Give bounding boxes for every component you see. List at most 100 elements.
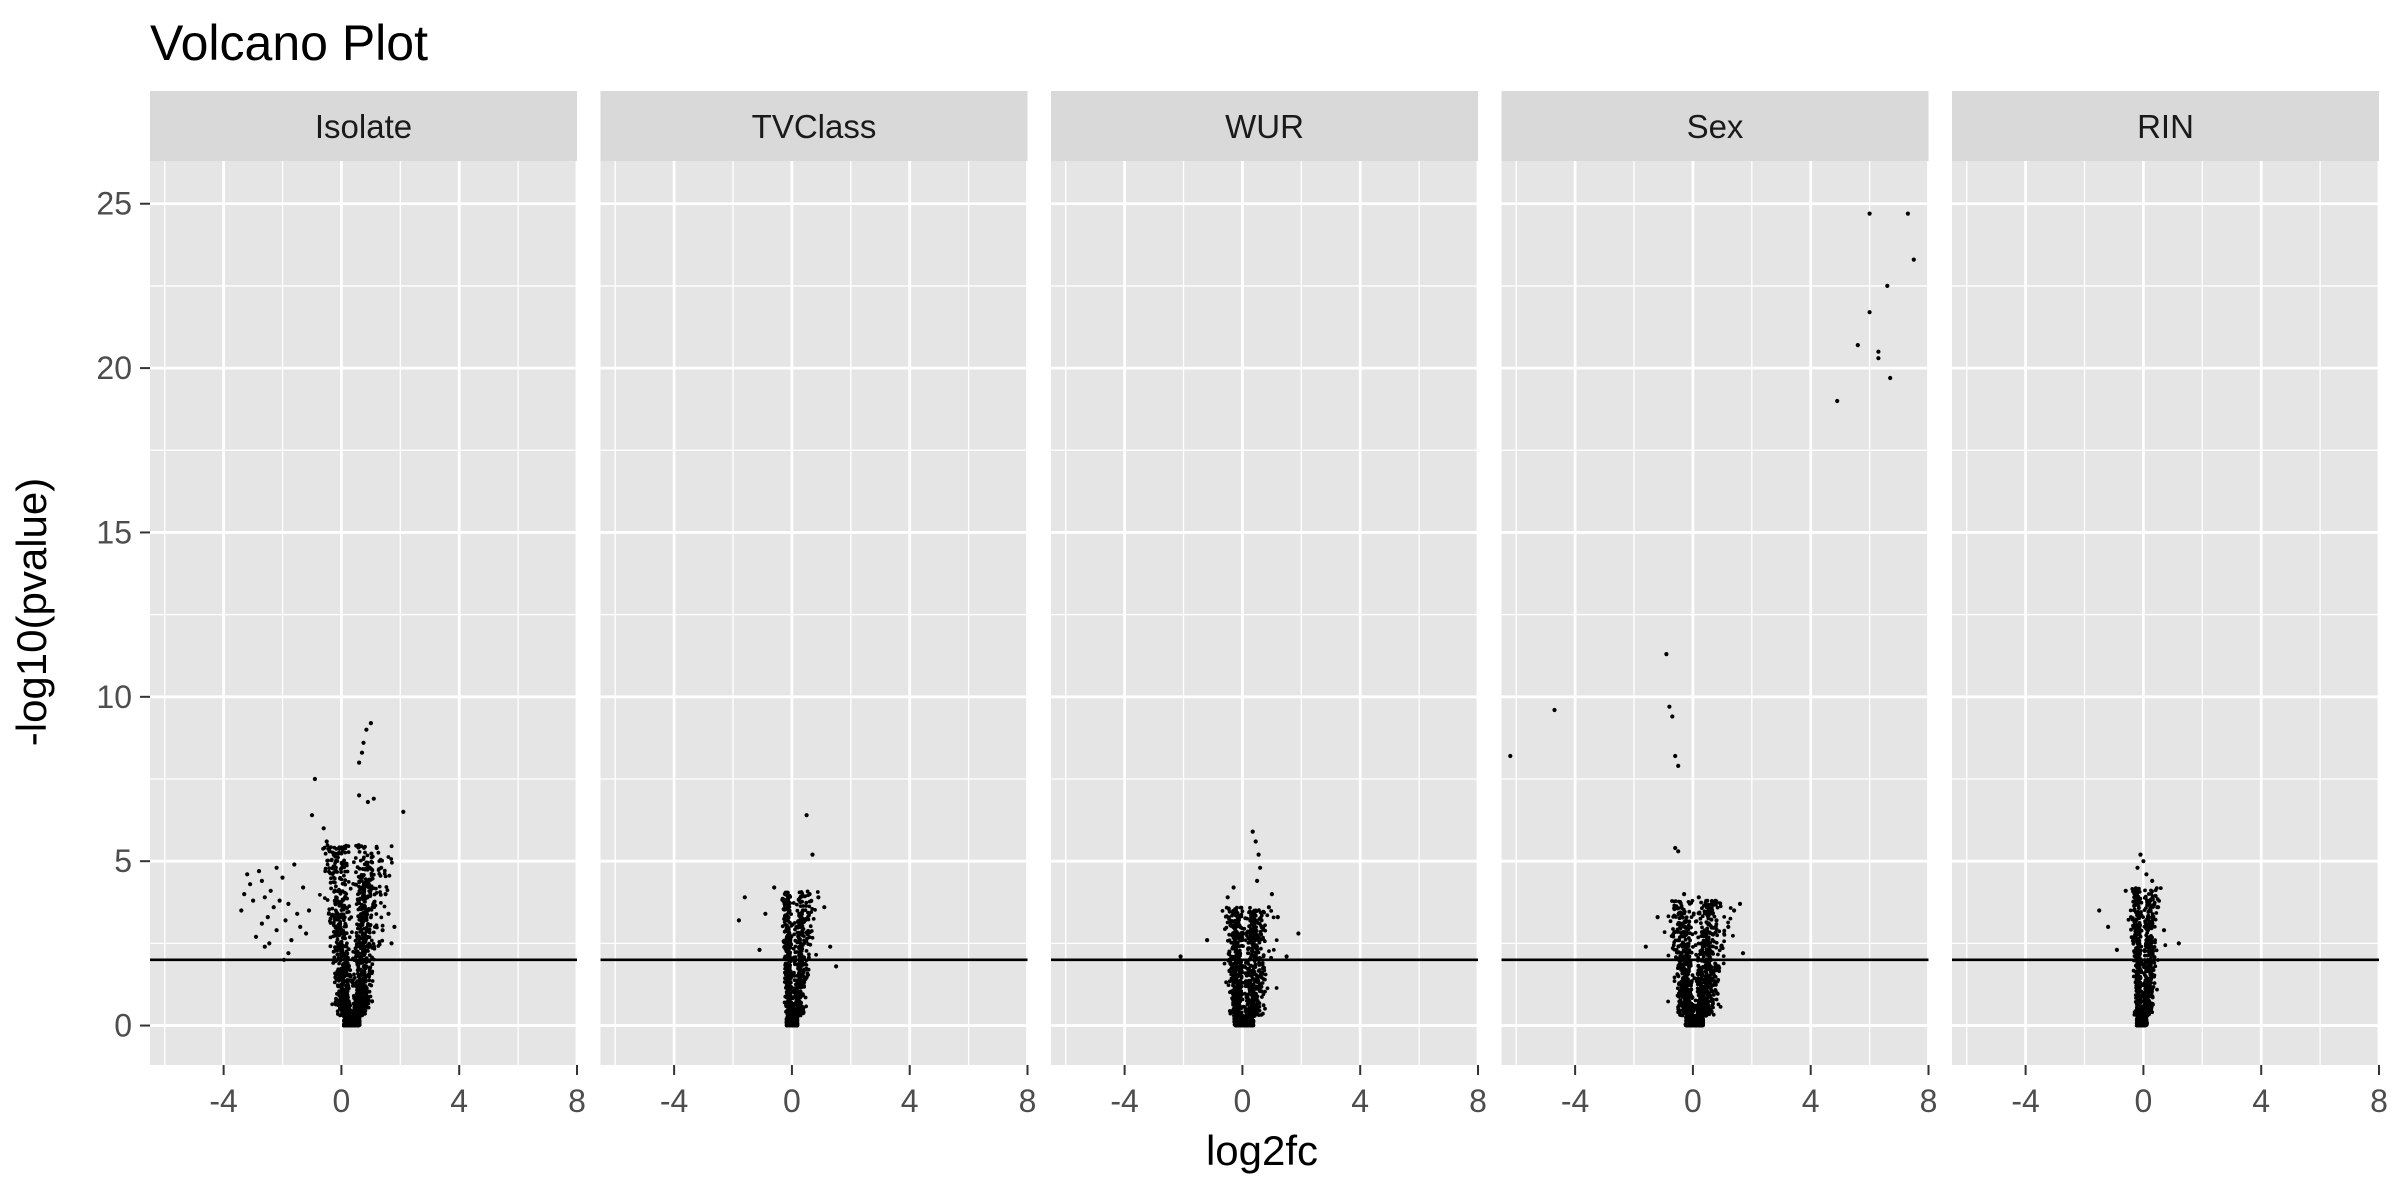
data-point	[800, 891, 805, 896]
data-point	[1255, 934, 1260, 939]
data-point	[798, 932, 803, 936]
data-point	[782, 920, 787, 924]
data-point	[797, 911, 801, 916]
data-point	[337, 846, 342, 851]
data-point	[1239, 912, 1244, 917]
data-point	[277, 898, 282, 903]
data-point	[359, 1005, 363, 1010]
data-point	[366, 998, 371, 1003]
facet-strip-label: WUR	[1225, 108, 1304, 145]
data-point	[333, 1000, 338, 1004]
data-point	[352, 860, 356, 865]
data-point	[1254, 929, 1259, 933]
data-point	[802, 967, 807, 972]
data-point	[331, 961, 336, 965]
data-point	[342, 1002, 347, 1007]
data-point	[788, 970, 792, 975]
data-point	[1178, 954, 1183, 959]
data-point	[1235, 931, 1240, 936]
data-point	[1693, 930, 1698, 935]
data-point	[1716, 1002, 1721, 1007]
data-point	[1711, 972, 1715, 976]
data-point	[809, 929, 814, 933]
data-point	[1703, 902, 1708, 907]
data-point	[1701, 984, 1705, 989]
data-point	[360, 902, 364, 907]
data-point	[780, 897, 785, 902]
data-point	[362, 881, 366, 886]
data-point	[286, 951, 291, 956]
data-point	[262, 944, 267, 949]
data-point	[1678, 1002, 1683, 1006]
data-point	[1250, 919, 1254, 924]
data-point	[1670, 714, 1675, 719]
data-point	[371, 930, 376, 935]
data-point	[337, 961, 341, 966]
data-point	[1250, 929, 1255, 933]
data-point	[786, 947, 790, 952]
x-tick-label: 8	[1019, 1083, 1037, 1119]
data-point	[1240, 964, 1245, 968]
data-point	[1696, 963, 1701, 968]
data-point	[800, 985, 805, 989]
data-point	[757, 947, 762, 953]
data-point	[1705, 996, 1709, 1001]
data-point	[1722, 915, 1727, 919]
data-point	[1230, 933, 1235, 938]
data-point	[346, 1002, 351, 1006]
data-point	[1700, 925, 1704, 930]
data-point	[346, 947, 351, 952]
data-point	[370, 946, 375, 950]
facet-strip-label: Isolate	[315, 108, 412, 145]
data-point	[793, 991, 798, 996]
data-point	[333, 902, 338, 907]
data-point	[1718, 901, 1722, 905]
data-point	[356, 940, 361, 945]
data-point	[1227, 979, 1232, 984]
data-point	[809, 898, 814, 903]
data-point	[1684, 925, 1688, 930]
y-tick-label: 20	[96, 350, 132, 386]
data-point	[1267, 949, 1271, 953]
data-point	[339, 939, 344, 944]
x-tick-label: 0	[333, 1083, 351, 1119]
data-point	[1254, 980, 1259, 984]
data-point	[1227, 938, 1232, 943]
data-point	[785, 965, 790, 969]
data-point	[787, 950, 792, 955]
data-point	[1224, 905, 1229, 910]
data-point	[322, 896, 327, 900]
data-point	[1274, 986, 1279, 990]
data-point	[348, 1023, 353, 1028]
data-point	[367, 978, 372, 983]
data-point	[1271, 915, 1276, 920]
data-point	[262, 895, 267, 900]
data-point	[1508, 753, 1513, 759]
data-point	[328, 880, 333, 885]
data-point	[742, 895, 747, 900]
data-point	[357, 1001, 361, 1006]
data-point	[1716, 952, 1720, 957]
data-point	[1689, 1018, 1693, 1023]
data-point	[1683, 937, 1688, 942]
data-point	[772, 885, 777, 890]
data-point	[350, 930, 354, 934]
data-point	[1263, 1006, 1267, 1011]
facet-strip-label: TVClass	[752, 108, 877, 145]
data-point	[1696, 911, 1701, 916]
data-point	[1681, 907, 1686, 912]
data-point	[1700, 988, 1705, 992]
data-point	[325, 898, 330, 902]
data-point	[1700, 906, 1704, 911]
data-point	[271, 905, 276, 910]
data-point	[389, 941, 394, 946]
data-point	[1696, 895, 1701, 900]
data-point	[1259, 1013, 1264, 1017]
data-point	[1693, 976, 1697, 981]
data-point	[1239, 938, 1243, 943]
data-point	[1235, 1014, 1240, 1019]
data-point	[1249, 968, 1254, 973]
data-point	[352, 976, 357, 980]
data-point	[1245, 933, 1249, 938]
data-point	[1684, 1023, 1689, 1027]
